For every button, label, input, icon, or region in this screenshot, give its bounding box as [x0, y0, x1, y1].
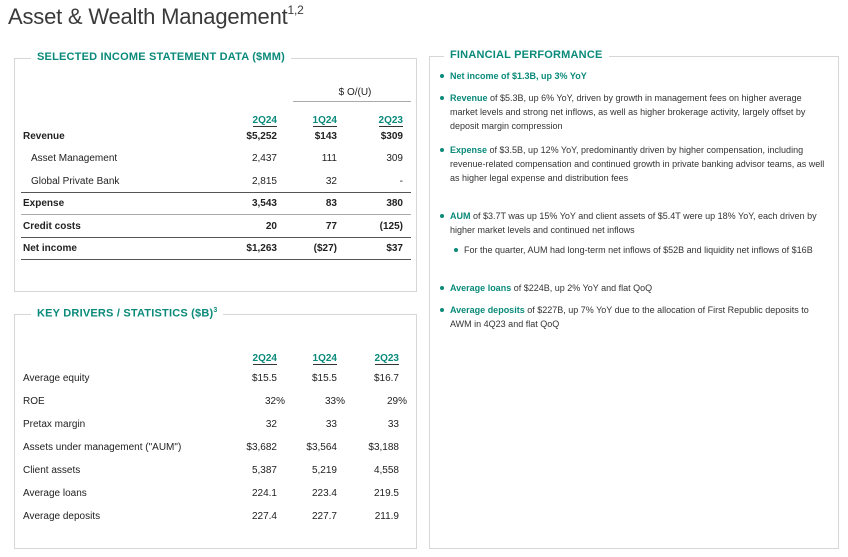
table-cell: 2,437 — [251, 153, 277, 164]
table-cell: 111 — [321, 153, 337, 164]
table-cell: 33 — [387, 419, 399, 430]
table-cell: $3,564 — [306, 442, 337, 453]
table-cell: $15.5 — [251, 373, 277, 384]
sub-bullet-aum-flows: For the quarter, AUM had long-term net i… — [440, 243, 828, 257]
table-row-label: Global Private Bank — [31, 176, 120, 187]
bullet-expense: Expense of $3.5B, up 12% YoY, predominan… — [440, 143, 828, 185]
table-cell: 29% — [386, 396, 407, 407]
table-row-label: Average loans — [23, 488, 87, 499]
sub-bullet-icon — [454, 248, 458, 252]
bullet-icon — [440, 96, 444, 100]
table-row-label: Pretax margin — [23, 419, 86, 430]
table-cell: $143 — [314, 131, 337, 142]
income-statement-panel: SELECTED INCOME STATEMENT DATA ($MM) $ O… — [14, 51, 417, 292]
table-cell: $3,682 — [246, 442, 277, 453]
table-cell: 32% — [264, 396, 285, 407]
change-group-header: $ O/(U) — [338, 87, 372, 98]
bullet-icon — [440, 286, 444, 290]
col-2q24: 2Q24 — [252, 353, 277, 365]
table-row-label: ROE — [23, 396, 45, 407]
col-2q23: 2Q23 — [374, 353, 399, 365]
table-cell: 223.4 — [311, 488, 337, 499]
table-cell: $37 — [386, 243, 403, 254]
table-cell: 219.5 — [373, 488, 399, 499]
table-row-label: Client assets — [23, 465, 81, 476]
bullet-icon — [440, 74, 444, 78]
col-2q23: 2Q23 — [378, 115, 403, 127]
table-cell: 4,558 — [373, 465, 399, 476]
table-cell: 211.9 — [374, 511, 399, 522]
table-row-label: Expense — [23, 198, 65, 209]
table-row-label: Revenue — [23, 131, 65, 142]
table-row-label: Average deposits — [23, 511, 101, 522]
financial-performance-panel: FINANCIAL PERFORMANCE Net income of $1.3… — [429, 49, 839, 549]
table-cell: $5,252 — [246, 131, 277, 142]
bullet-icon — [440, 214, 444, 218]
table-cell: ($27) — [313, 243, 337, 254]
table-cell: 33 — [325, 419, 337, 430]
table-cell: $15.5 — [311, 373, 337, 384]
table-cell: 380 — [386, 198, 403, 209]
table-cell: 33% — [324, 396, 345, 407]
key-drivers-panel: KEY DRIVERS / STATISTICS ($B)3 2Q24 1Q24… — [14, 307, 417, 549]
table-row-label: Asset Management — [31, 153, 118, 164]
table-cell: $16.7 — [373, 373, 399, 384]
table-cell: $3,188 — [368, 442, 399, 453]
bullet-icon — [440, 148, 444, 152]
table-row-label: Assets under management ("AUM") — [23, 442, 182, 453]
table-cell: 20 — [265, 221, 277, 232]
col-1q24: 1Q24 — [312, 353, 337, 365]
table-cell: 2,815 — [251, 176, 277, 187]
drivers-panel-title: KEY DRIVERS / STATISTICS ($B)3 — [31, 307, 224, 320]
table-row-label: Average equity — [23, 373, 90, 384]
table-cell: $309 — [380, 131, 403, 142]
bullet-average-deposits: Average deposits of $227B, up 7% YoY due… — [440, 303, 828, 331]
table-cell: $1,263 — [246, 243, 277, 254]
page-title: Asset & Wealth Management1,2 — [8, 2, 304, 29]
table-cell: 32 — [325, 176, 337, 187]
table-cell: 32 — [265, 419, 277, 430]
income-panel-title: SELECTED INCOME STATEMENT DATA ($MM) — [31, 51, 291, 63]
table-cell: 83 — [325, 198, 337, 209]
bullet-icon — [440, 308, 444, 312]
perf-panel-title: FINANCIAL PERFORMANCE — [444, 49, 609, 61]
col-1q24: 1Q24 — [312, 115, 337, 127]
table-cell: - — [399, 176, 403, 187]
table-cell: 224.1 — [251, 488, 277, 499]
table-cell: 227.7 — [311, 511, 337, 522]
table-cell: 77 — [325, 221, 337, 232]
table-cell: (125) — [379, 221, 403, 232]
table-row-label: Credit costs — [23, 221, 81, 232]
bullet-revenue: Revenue of $5.3B, up 6% YoY, driven by g… — [440, 91, 828, 133]
table-cell: 227.4 — [251, 511, 277, 522]
bullet-aum: AUM of $3.7T was up 15% YoY and client a… — [440, 209, 828, 237]
bullet-average-loans: Average loans of $224B, up 2% YoY and fl… — [440, 281, 828, 295]
table-cell: 309 — [386, 153, 403, 164]
table-cell: 3,543 — [251, 198, 277, 209]
table-cell: 5,219 — [311, 465, 337, 476]
col-2q24: 2Q24 — [252, 115, 277, 127]
bullet-net-income: Net income of $1.3B, up 3% YoY — [440, 69, 828, 83]
table-cell: 5,387 — [251, 465, 277, 476]
table-row-label: Net income — [23, 243, 77, 254]
